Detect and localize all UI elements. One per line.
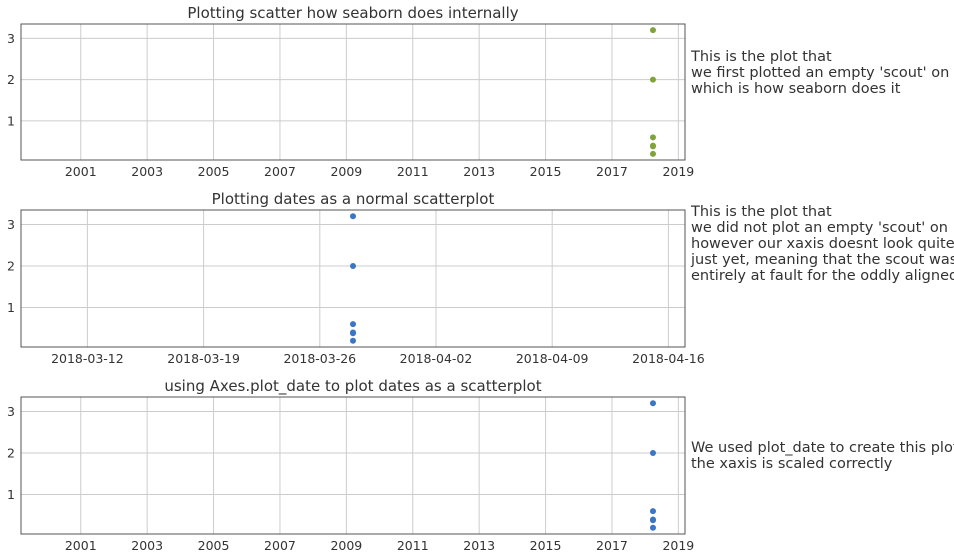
x-tick-label: 2019: [662, 538, 694, 553]
y-tick-label: 2: [7, 259, 15, 274]
data-point: [350, 263, 356, 270]
x-tick-label: 2001: [65, 538, 97, 553]
annotation-line: we did not plot an empty 'scout' on: [691, 220, 948, 236]
plot-frame: [20, 209, 686, 348]
chart-1: 2001 2003 2005 2007 2009 2011 2013 2015 2017 2019…: [7, 4, 949, 179]
annotation-line: we first plotted an empty 'scout' on: [691, 65, 949, 81]
x-tick-label: 2015: [530, 538, 562, 553]
x-tick-label: 2009: [330, 538, 362, 553]
x-tick-label: 2001: [65, 164, 97, 179]
annotation-line: entirely at fault for the oddly aligned …: [691, 268, 954, 284]
annotation-line: This is the plot that: [690, 204, 832, 220]
data-point: [649, 450, 656, 457]
data-point: [649, 27, 656, 34]
data-point: [350, 321, 356, 328]
x-tick-label: 2007: [264, 538, 296, 553]
data-point: [649, 508, 656, 515]
x-tick-label: 2018-04-16: [632, 351, 705, 366]
y-tick-label: 1: [7, 487, 15, 502]
y-tick-label: 2: [7, 72, 15, 87]
x-tick-label: 2019: [662, 164, 694, 179]
chart-3: 2001 2003 2005 2007 2009 2011 2013 2015 2017 2019…: [7, 377, 954, 553]
x-tick-label: 2013: [463, 538, 495, 553]
annotation-line: just yet, meaning that the scout wasn't: [690, 252, 954, 268]
x-tick-label: 2018-03-12: [51, 351, 124, 366]
y-tick-label: 3: [7, 31, 15, 46]
x-tick-label: 2009: [330, 164, 362, 179]
x-tick-label: 2018-03-19: [167, 351, 240, 366]
x-tick-label: 2017: [596, 164, 628, 179]
x-tick-label: 2015: [530, 164, 562, 179]
annotation-line: the xaxis is scaled correctly: [691, 456, 893, 472]
annotation-line: This is the plot that: [690, 49, 832, 65]
data-point: [649, 517, 656, 524]
x-tick-label: 2018-03-26: [283, 351, 356, 366]
data-point: [649, 143, 656, 150]
x-tick-label: 2017: [596, 538, 628, 553]
data-point: [649, 150, 656, 157]
y-tick-label: 2: [7, 446, 15, 461]
annotation-line: however our xaxis doesnt look quite righ…: [691, 236, 954, 252]
x-tick-label: 2018-04-02: [400, 351, 473, 366]
annotation-line: which is how seaborn does it: [691, 81, 901, 97]
data-point: [350, 213, 356, 220]
chart-title: Plotting scatter how seaborn does intern…: [187, 4, 518, 22]
x-tick-label: 2003: [131, 538, 163, 553]
chart-title: Plotting dates as a normal scatterplot: [212, 190, 495, 208]
data-point: [350, 330, 356, 337]
x-tick-label: 2018-04-09: [516, 351, 589, 366]
data-point: [649, 400, 656, 407]
data-point: [649, 524, 656, 531]
y-tick-label: 1: [7, 113, 15, 128]
y-tick-label: 3: [7, 404, 15, 419]
x-tick-label: 2005: [198, 164, 230, 179]
plot-frame: [20, 23, 686, 161]
x-tick-label: 2011: [397, 164, 429, 179]
y-tick-label: 3: [7, 217, 15, 232]
x-tick-label: 2005: [198, 538, 230, 553]
x-tick-label: 2003: [131, 164, 163, 179]
x-tick-label: 2011: [397, 538, 429, 553]
data-point: [350, 337, 356, 344]
plot-frame: [20, 396, 686, 535]
chart-title: using Axes.plot_date to plot dates as a …: [164, 377, 541, 396]
data-point: [649, 76, 656, 83]
x-tick-label: 2007: [264, 164, 296, 179]
annotation-line: We used plot_date to create this plot: [691, 440, 954, 456]
chart-2: 2018-03-12 2018-03-19 2018-03-26 2018-04-02…: [7, 190, 954, 366]
x-tick-label: 2013: [463, 164, 495, 179]
y-tick-label: 1: [7, 300, 15, 315]
data-point: [649, 134, 656, 141]
